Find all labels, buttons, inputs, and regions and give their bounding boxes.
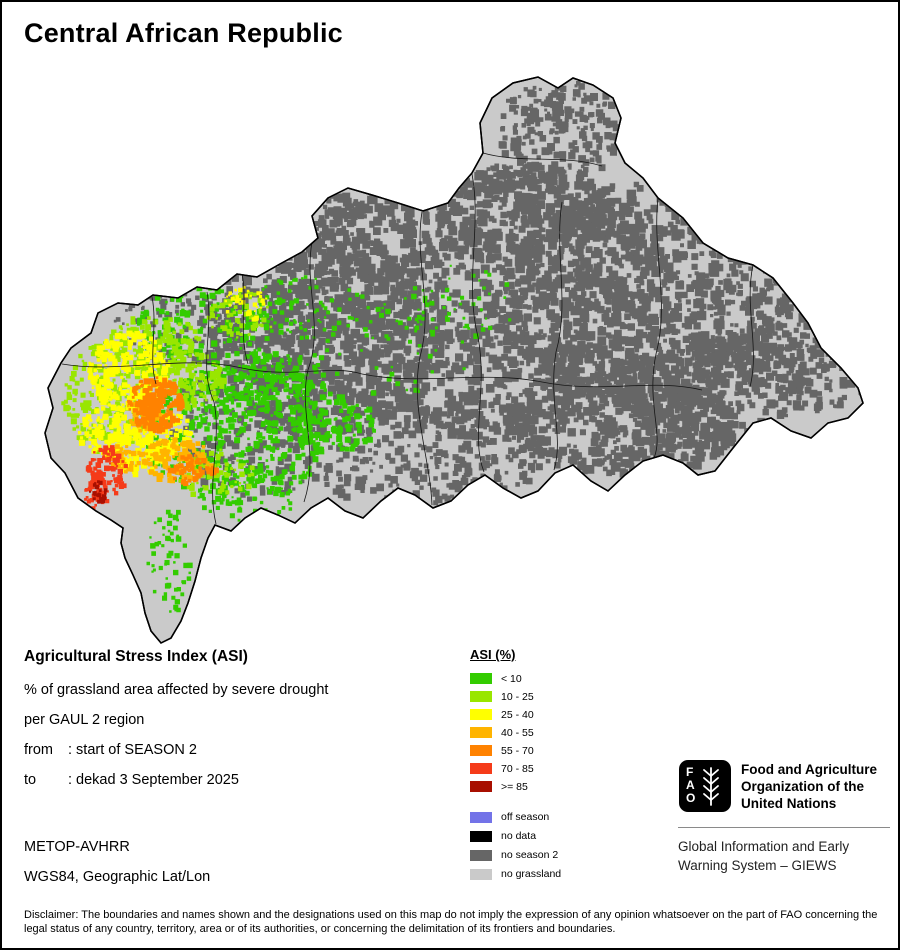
legend-classes: < 10 10 - 25 25 - 40 40 - 55 55 - 70 70 - 85 >… xyxy=(470,670,561,795)
legend: ASI (%) < 10 10 - 25 25 - 40 40 - 55 55 - 70… xyxy=(470,647,561,884)
legend-swatch xyxy=(470,781,492,792)
fao-logo-letter-f: F xyxy=(686,765,693,779)
asi-description-line-1: % of grassland area affected by severe d… xyxy=(24,682,329,698)
legend-swatch xyxy=(470,745,492,756)
legend-label: 25 - 40 xyxy=(501,708,534,721)
legend-swatch xyxy=(470,727,492,738)
legend-swatch xyxy=(470,811,492,823)
legend-label: 55 - 70 xyxy=(501,744,534,757)
date-to-value: : dekad 3 September 2025 xyxy=(68,772,239,788)
legend-swatch xyxy=(470,673,492,684)
fao-org-name: Food and Agriculture Organization of the… xyxy=(741,762,877,811)
legend-label: no season 2 xyxy=(501,849,559,861)
legend-label: 40 - 55 xyxy=(501,726,534,739)
legend-swatch xyxy=(470,709,492,720)
legend-title: ASI (%) xyxy=(470,647,516,662)
wheat-icon xyxy=(703,767,719,806)
legend-item: 40 - 55 xyxy=(470,724,561,741)
projection-name: WGS84, Geographic Lat/Lon xyxy=(24,869,211,885)
legend-label: no grassland xyxy=(501,868,562,880)
legend-item: no grassland xyxy=(470,865,561,883)
legend-item: < 10 xyxy=(470,670,561,687)
legend-swatch xyxy=(470,830,492,842)
date-from-value: : start of SEASON 2 xyxy=(68,742,197,758)
fao-logo: F A O xyxy=(679,760,731,812)
country-outline xyxy=(44,76,864,644)
legend-label: >= 85 xyxy=(501,780,528,793)
legend-item: 55 - 70 xyxy=(470,742,561,759)
asi-heading: Agricultural Stress Index (ASI) xyxy=(24,648,248,665)
page-title: Central African Republic xyxy=(24,18,343,48)
legend-item: >= 85 xyxy=(470,778,561,795)
asi-info-block: Agricultural Stress Index (ASI) % of gra… xyxy=(24,648,328,801)
legend-swatch xyxy=(470,868,492,880)
giews-name: Global Information and Early Warning Sys… xyxy=(678,839,850,873)
asi-description-line-2: per GAUL 2 region xyxy=(24,712,145,728)
source-info-block: METOP-AVHRR WGS84, Geographic Lat/Lon xyxy=(24,838,210,898)
date-to: to : dekad 3 September 2025 xyxy=(24,771,328,789)
legend-swatch xyxy=(470,691,492,702)
legend-label: < 10 xyxy=(501,672,522,685)
fao-logo-letter-o: O xyxy=(686,791,695,805)
divider xyxy=(678,827,890,828)
date-from: from : start of SEASON 2 xyxy=(24,741,328,759)
date-from-label: from xyxy=(24,742,53,758)
legend-label: 70 - 85 xyxy=(501,762,534,775)
legend-item: no data xyxy=(470,827,561,845)
legend-item: 25 - 40 xyxy=(470,706,561,723)
legend-label: off season xyxy=(501,811,550,823)
sensor-name: METOP-AVHRR xyxy=(24,839,130,855)
legend-label: no data xyxy=(501,830,537,842)
legend-item: 10 - 25 xyxy=(470,688,561,705)
legend-swatch xyxy=(470,763,492,774)
admin-boundaries xyxy=(61,152,754,525)
date-to-label: to xyxy=(24,772,37,788)
legend-item: no season 2 xyxy=(470,846,561,864)
car-map xyxy=(44,76,864,644)
legend-swatch xyxy=(470,849,492,861)
legend-extra: off season no data no season 2 no grassland xyxy=(470,808,561,883)
fao-logo-letter-a: A xyxy=(686,778,695,792)
legend-item: 70 - 85 xyxy=(470,760,561,777)
legend-label: 10 - 25 xyxy=(501,690,534,703)
asi-speckle-layer xyxy=(61,78,863,613)
fao-branding: F A O Food and Agriculture Organization … xyxy=(678,759,890,875)
legend-item: off season xyxy=(470,808,561,826)
disclaimer-text: Disclaimer: The boundaries and names sho… xyxy=(24,909,878,935)
